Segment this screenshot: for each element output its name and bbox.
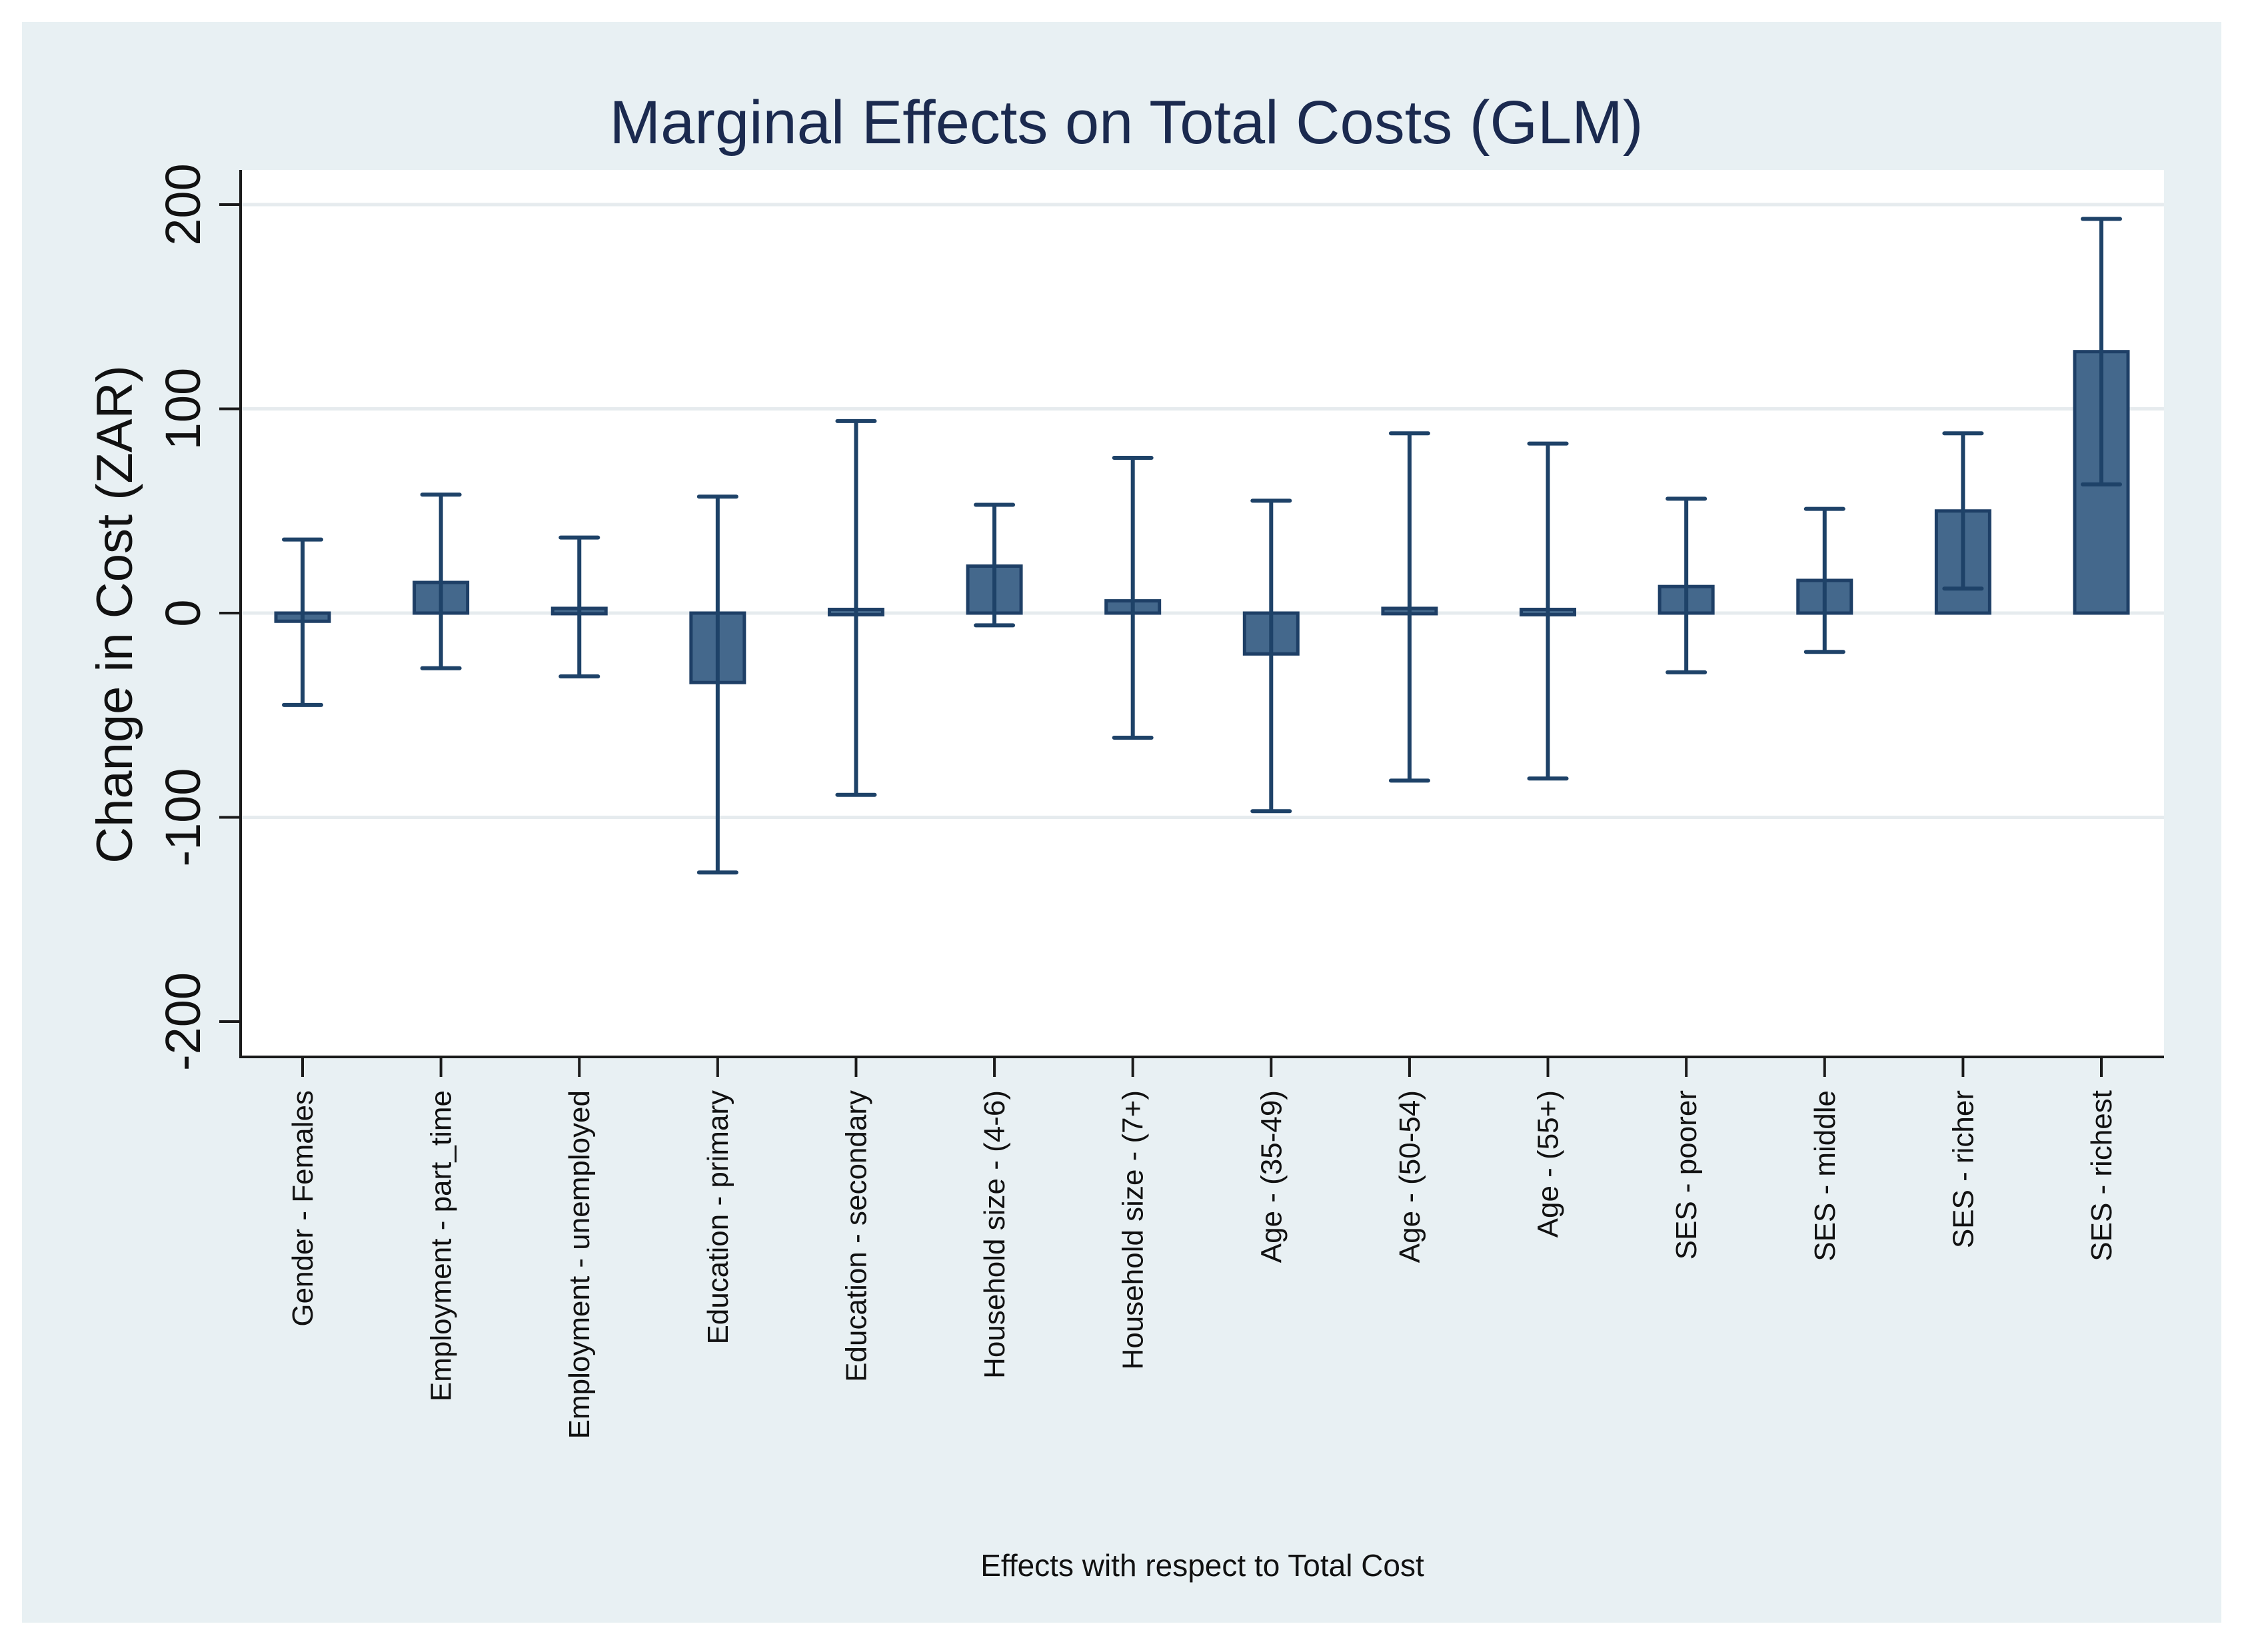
error-bar xyxy=(2081,217,2122,486)
error-bar xyxy=(282,537,323,707)
y-axis-label: Change in Cost (ZAR) xyxy=(87,365,143,864)
y-tick-label: 200 xyxy=(155,163,211,245)
error-bar xyxy=(1250,498,1292,814)
error-bar xyxy=(974,502,1016,628)
error-bar xyxy=(1666,496,1707,674)
x-tick-label: SES - richest xyxy=(2085,1090,2118,1261)
y-tick-label: -200 xyxy=(155,972,211,1071)
error-bar xyxy=(1527,441,1569,781)
x-tick-label: SES - middle xyxy=(1809,1090,1841,1261)
error-bar xyxy=(420,492,462,670)
x-tick-label: Household size - (7+) xyxy=(1117,1090,1150,1369)
y-tick-label: 100 xyxy=(155,368,211,450)
error-bar xyxy=(1803,506,1845,654)
x-tick-label: Education - secondary xyxy=(840,1090,872,1382)
error-bar xyxy=(559,535,600,679)
x-tick-label: Gender - Females xyxy=(287,1090,319,1327)
error-bars xyxy=(282,217,2122,875)
error-bar xyxy=(1112,456,1154,740)
y-axis-ticks: -200 -100 0 100 200 xyxy=(155,163,241,1071)
x-tick-label: Age - (35-49) xyxy=(1255,1090,1288,1263)
error-bar xyxy=(1942,431,1984,591)
y-tick-label: 0 xyxy=(155,599,211,626)
x-tick-label: Household size - (4-6) xyxy=(978,1090,1011,1379)
x-axis-label: Effects with respect to Total Cost xyxy=(980,1548,1424,1583)
x-tick-label: Employment - part_time xyxy=(425,1090,458,1401)
x-tick-label: Age - (55+) xyxy=(1532,1090,1565,1238)
x-tick-label: SES - richer xyxy=(1947,1090,1979,1248)
y-tick-label: -100 xyxy=(155,768,211,866)
x-tick-label: Education - primary xyxy=(702,1090,734,1344)
chart-title: Marginal Effects on Total Costs (GLM) xyxy=(610,89,1644,157)
error-bar xyxy=(1388,431,1430,783)
x-tick-label: Age - (50-54) xyxy=(1394,1090,1426,1263)
x-tick-label: Employment - unemployed xyxy=(563,1090,596,1439)
x-axis-ticks: Gender - Females Employment - part_time Em… xyxy=(287,1057,2118,1439)
x-tick-label: SES - poorer xyxy=(1670,1090,1703,1259)
error-bar xyxy=(835,418,877,797)
error-bar xyxy=(696,494,738,875)
